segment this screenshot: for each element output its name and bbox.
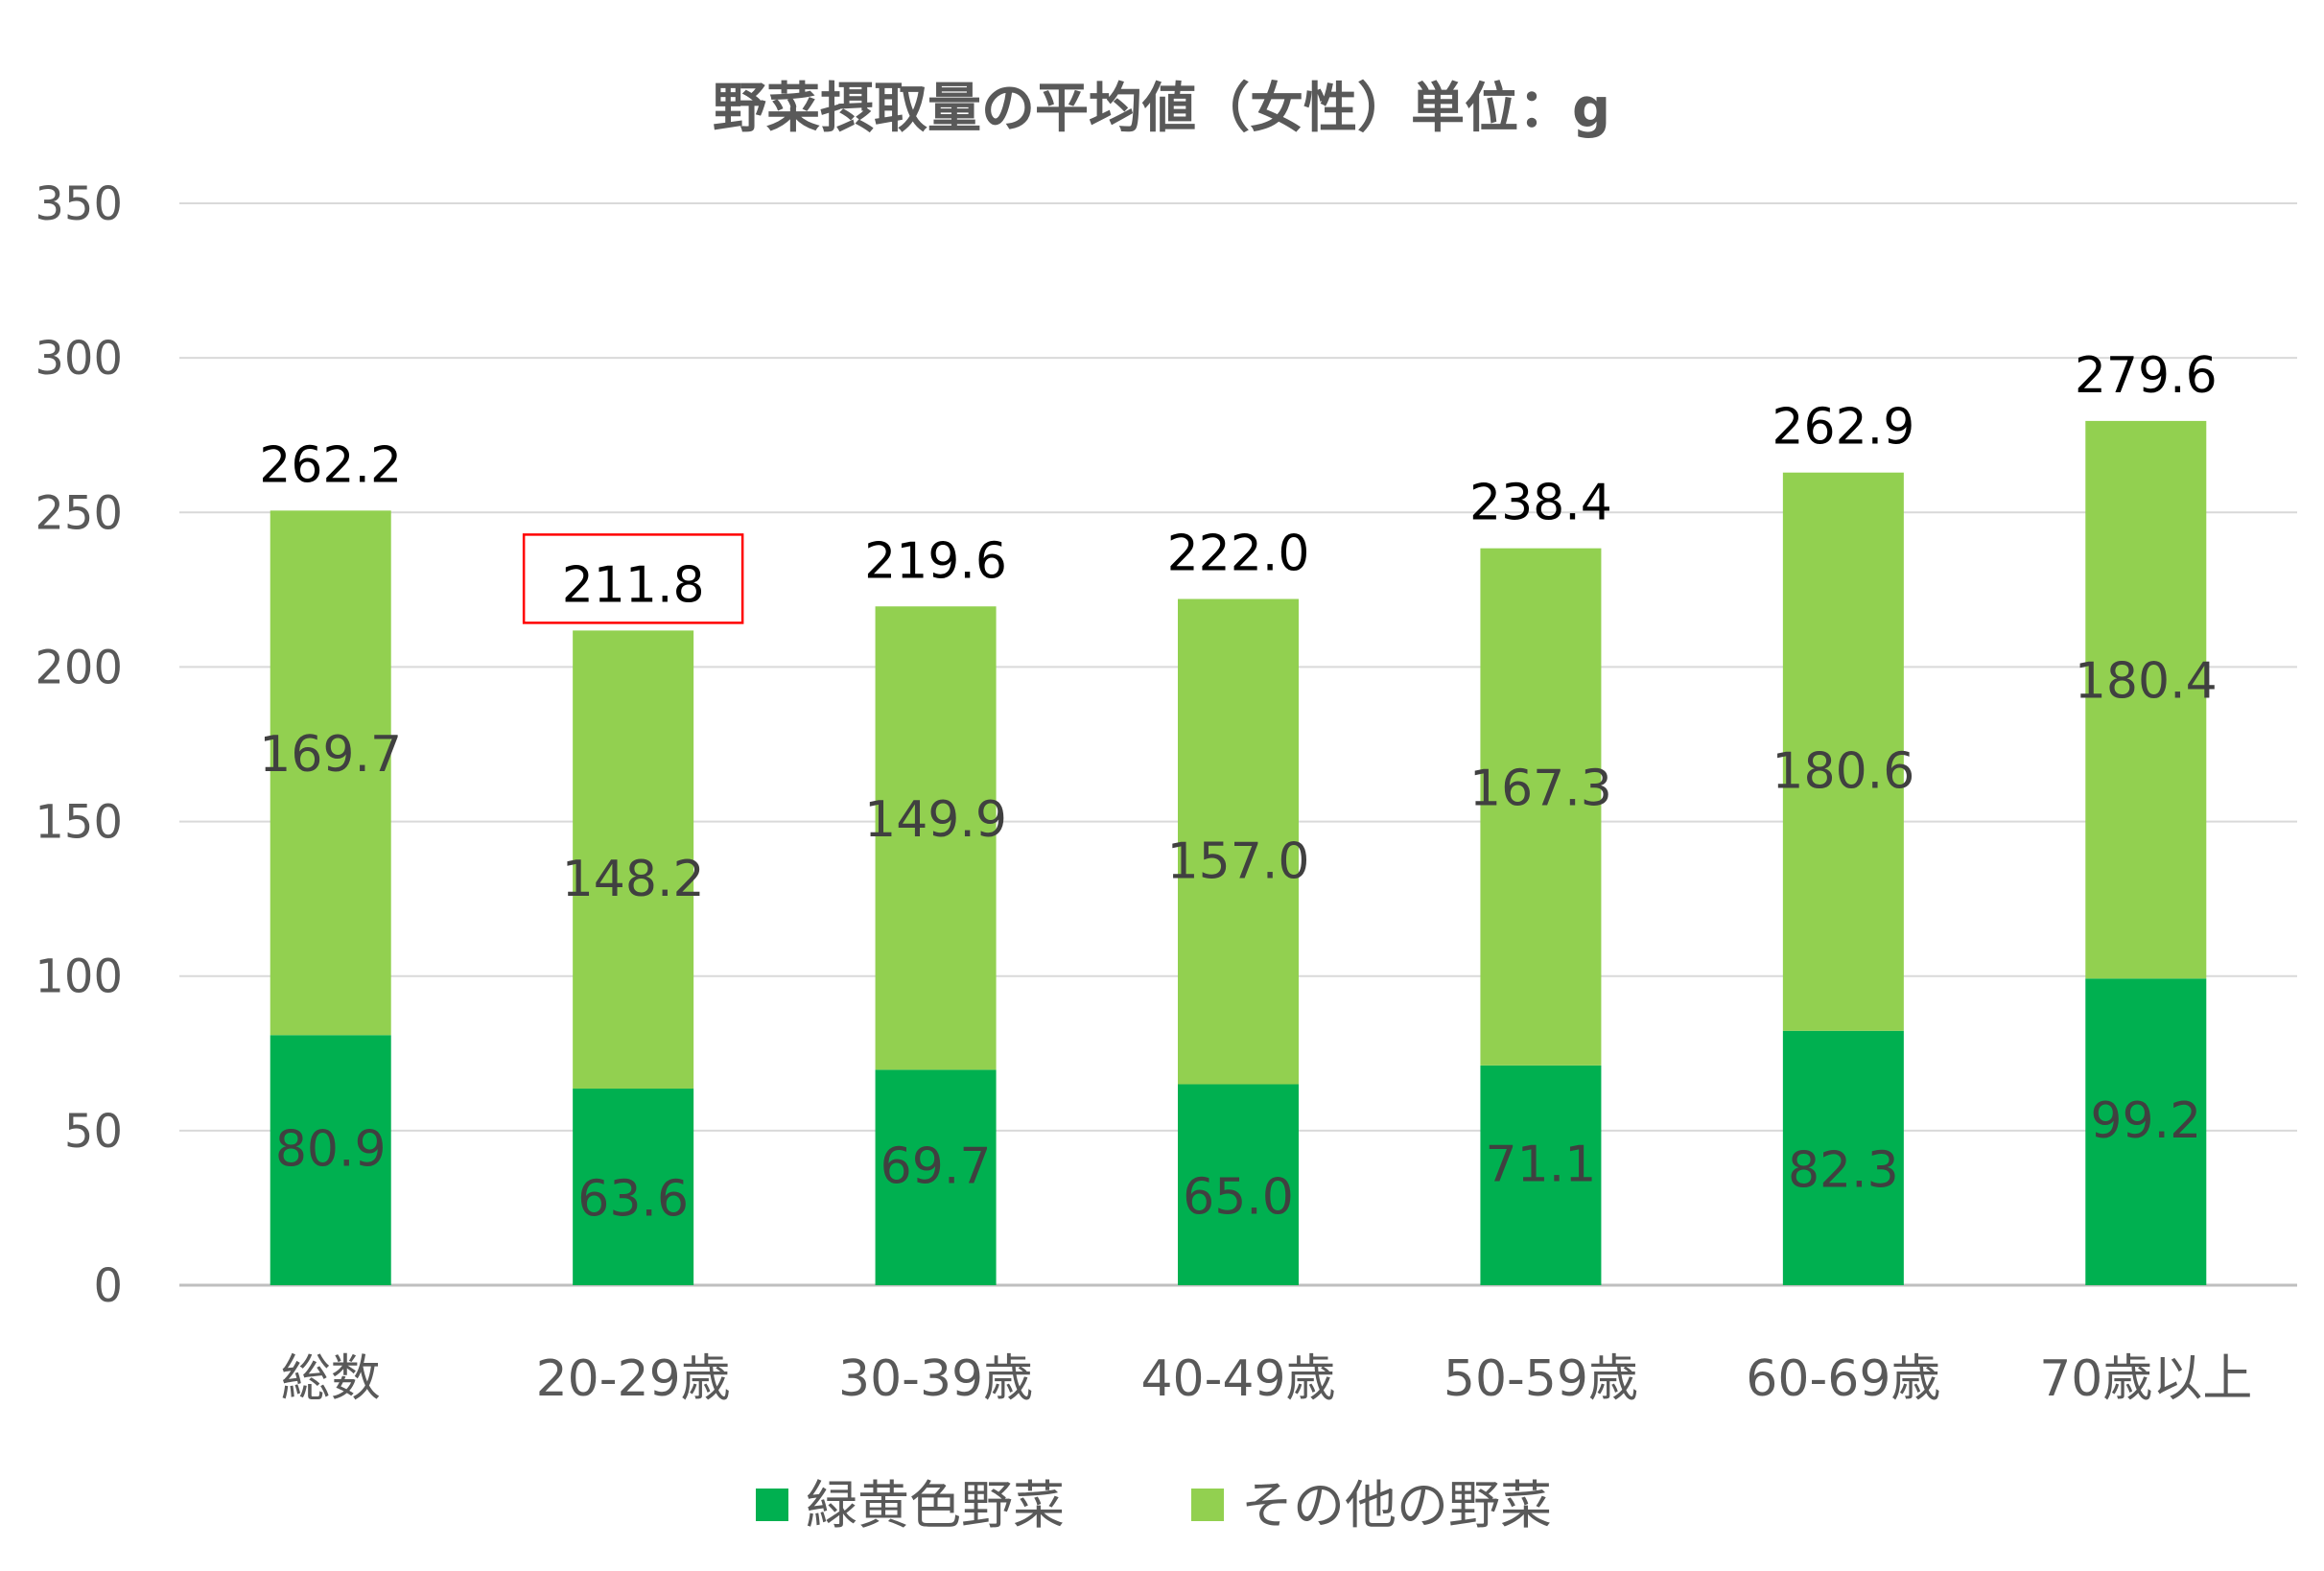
segment-value-label: 148.2 bbox=[562, 851, 705, 908]
legend-swatch bbox=[756, 1489, 788, 1521]
y-tick-label: 200 bbox=[35, 641, 123, 694]
segment-value-label: 149.9 bbox=[864, 791, 1007, 849]
bar-segment-other bbox=[2085, 420, 2207, 979]
segment-value-label: 69.7 bbox=[880, 1138, 992, 1196]
bar-segment-other bbox=[875, 606, 997, 1070]
x-tick-label: 60-69歳 bbox=[1746, 1350, 1940, 1408]
segment-value-label: 80.9 bbox=[275, 1121, 387, 1179]
legend-swatch bbox=[1191, 1489, 1224, 1521]
total-value-label: 262.2 bbox=[259, 436, 402, 494]
bar-segment-green-yellow bbox=[1480, 1065, 1602, 1285]
segment-value-label: 63.6 bbox=[577, 1171, 689, 1229]
segment-value-label: 180.4 bbox=[2075, 653, 2218, 711]
x-tick-label: 50-59歳 bbox=[1444, 1350, 1638, 1408]
bar-segment-green-yellow bbox=[1782, 1030, 1904, 1285]
x-tick-label: 40-49歳 bbox=[1140, 1350, 1335, 1408]
x-tick-label: 70歳以上 bbox=[2039, 1350, 2252, 1408]
y-tick-label: 100 bbox=[35, 950, 123, 1004]
segment-value-label: 65.0 bbox=[1183, 1168, 1294, 1226]
bar-segment-green-yellow bbox=[1178, 1084, 1299, 1285]
segment-value-label: 157.0 bbox=[1167, 833, 1310, 891]
bar-segment-other bbox=[1480, 548, 1602, 1066]
y-tick-label: 150 bbox=[35, 796, 123, 850]
y-tick-label: 300 bbox=[35, 332, 123, 386]
y-tick-label: 250 bbox=[35, 486, 123, 540]
total-value-label: 238.4 bbox=[1469, 475, 1612, 532]
segment-value-label: 169.7 bbox=[259, 726, 402, 784]
y-tick-label: 0 bbox=[93, 1259, 123, 1313]
legend-label: 緑黄色野菜 bbox=[806, 1475, 1065, 1536]
total-value-label: 211.8 bbox=[562, 556, 705, 614]
bar-segment-other bbox=[1178, 598, 1299, 1085]
x-tick-label: 総数 bbox=[281, 1350, 381, 1408]
x-tick-label: 20-29歳 bbox=[536, 1350, 731, 1408]
highlight-box bbox=[522, 533, 744, 624]
segment-value-label: 167.3 bbox=[1469, 760, 1612, 817]
segment-value-label: 71.1 bbox=[1486, 1136, 1597, 1193]
bar-segment-green-yellow bbox=[270, 1035, 391, 1285]
y-tick-label: 50 bbox=[64, 1105, 123, 1159]
total-value-label: 279.6 bbox=[2075, 347, 2218, 405]
bar-segment-other bbox=[1782, 472, 1904, 1031]
bar-segment-green-yellow bbox=[573, 1089, 694, 1285]
total-value-label: 219.6 bbox=[864, 532, 1007, 590]
total-value-label: 262.9 bbox=[1772, 399, 1914, 457]
bars: 80.9 169.7 262.2 63.6 148.2 211.8 69.7 149.9 219… bbox=[259, 347, 2218, 1285]
segment-value-label: 82.3 bbox=[1788, 1141, 1899, 1199]
y-tick-label: 350 bbox=[35, 177, 123, 231]
bar-segment-other bbox=[270, 510, 391, 1036]
x-axis: 総数 20-29歳 30-39歳 40-49歳 50-59歳 60-69歳 70歳以上 bbox=[281, 1350, 2253, 1408]
segment-value-label: 99.2 bbox=[2090, 1092, 2201, 1150]
legend-label: その他の野菜 bbox=[1241, 1475, 1552, 1536]
chart-title: 野菜摂取量の平均値（女性）単位：g bbox=[713, 78, 1610, 140]
x-tick-label: 30-39歳 bbox=[838, 1350, 1033, 1408]
bar-segment-other bbox=[573, 630, 694, 1090]
bar-segment-green-yellow bbox=[2085, 978, 2207, 1285]
segment-value-label: 180.6 bbox=[1772, 743, 1914, 801]
legend: 緑黄色野菜 その他の野菜 bbox=[756, 1475, 1552, 1536]
bar-segment-green-yellow bbox=[875, 1069, 997, 1285]
total-value-label: 222.0 bbox=[1167, 526, 1310, 583]
y-axis: 0 50 100 150 200 250 300 350 bbox=[35, 177, 123, 1313]
